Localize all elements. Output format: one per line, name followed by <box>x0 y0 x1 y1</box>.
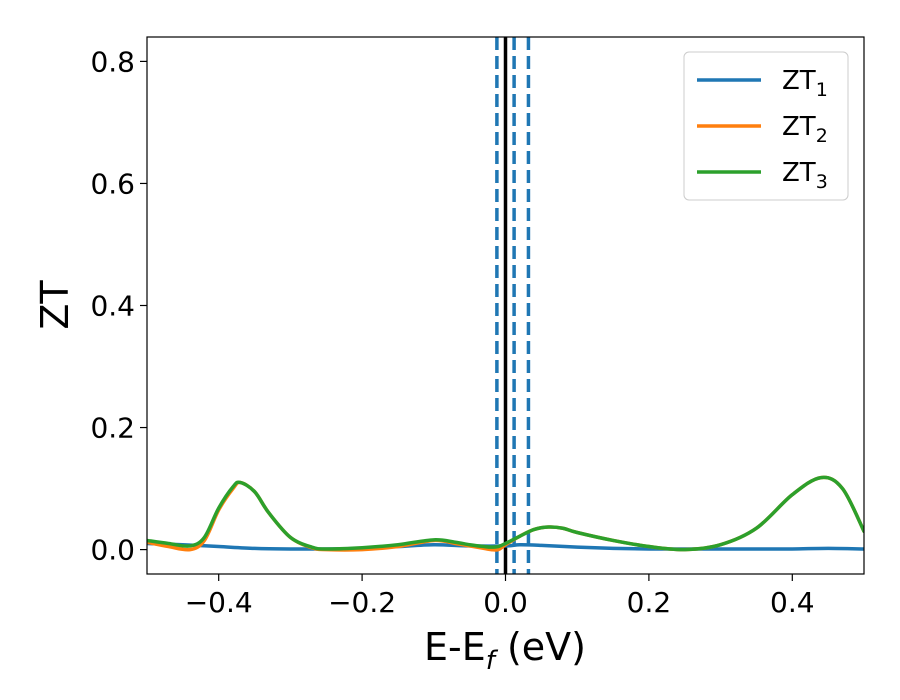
y-tick-label: 0.6 <box>90 167 135 200</box>
reference-lines <box>495 37 531 574</box>
legend-items: ZT1 ZT2 ZT3 <box>697 66 828 193</box>
series-line-3 <box>147 475 864 552</box>
y-axis: 0.0 0.2 0.4 0.6 0.8 <box>90 45 147 567</box>
y-axis-title: ZT <box>33 280 77 330</box>
x-tick-label: −0.2 <box>328 586 396 619</box>
x-tick-label: −0.4 <box>185 586 253 619</box>
y-tick-label: 0.4 <box>90 290 135 323</box>
x-tick-label: 0.2 <box>627 586 672 619</box>
legend-label-1: ZT1 <box>782 66 828 101</box>
legend-box <box>683 51 849 201</box>
x-axis-title-main: E-E <box>424 625 486 669</box>
legend: ZT1 ZT2 ZT3 <box>683 51 849 201</box>
y-tick-label: 0.0 <box>90 534 135 567</box>
series-line-1 <box>147 541 864 551</box>
legend-label-2: ZT2 <box>782 112 828 147</box>
x-tick-label: 0.4 <box>770 586 815 619</box>
x-axis-title-unit: (eV) <box>495 625 586 669</box>
legend-label-3: ZT3 <box>782 158 828 193</box>
series-lines <box>147 475 864 552</box>
y-tick-label: 0.8 <box>90 45 135 78</box>
x-tick-label: 0.0 <box>483 586 528 619</box>
y-tick-label: 0.2 <box>90 412 135 445</box>
x-axis: −0.4 −0.2 0.0 0.2 0.4 <box>185 574 815 619</box>
x-axis-title: E-Ef (eV) <box>424 625 586 676</box>
